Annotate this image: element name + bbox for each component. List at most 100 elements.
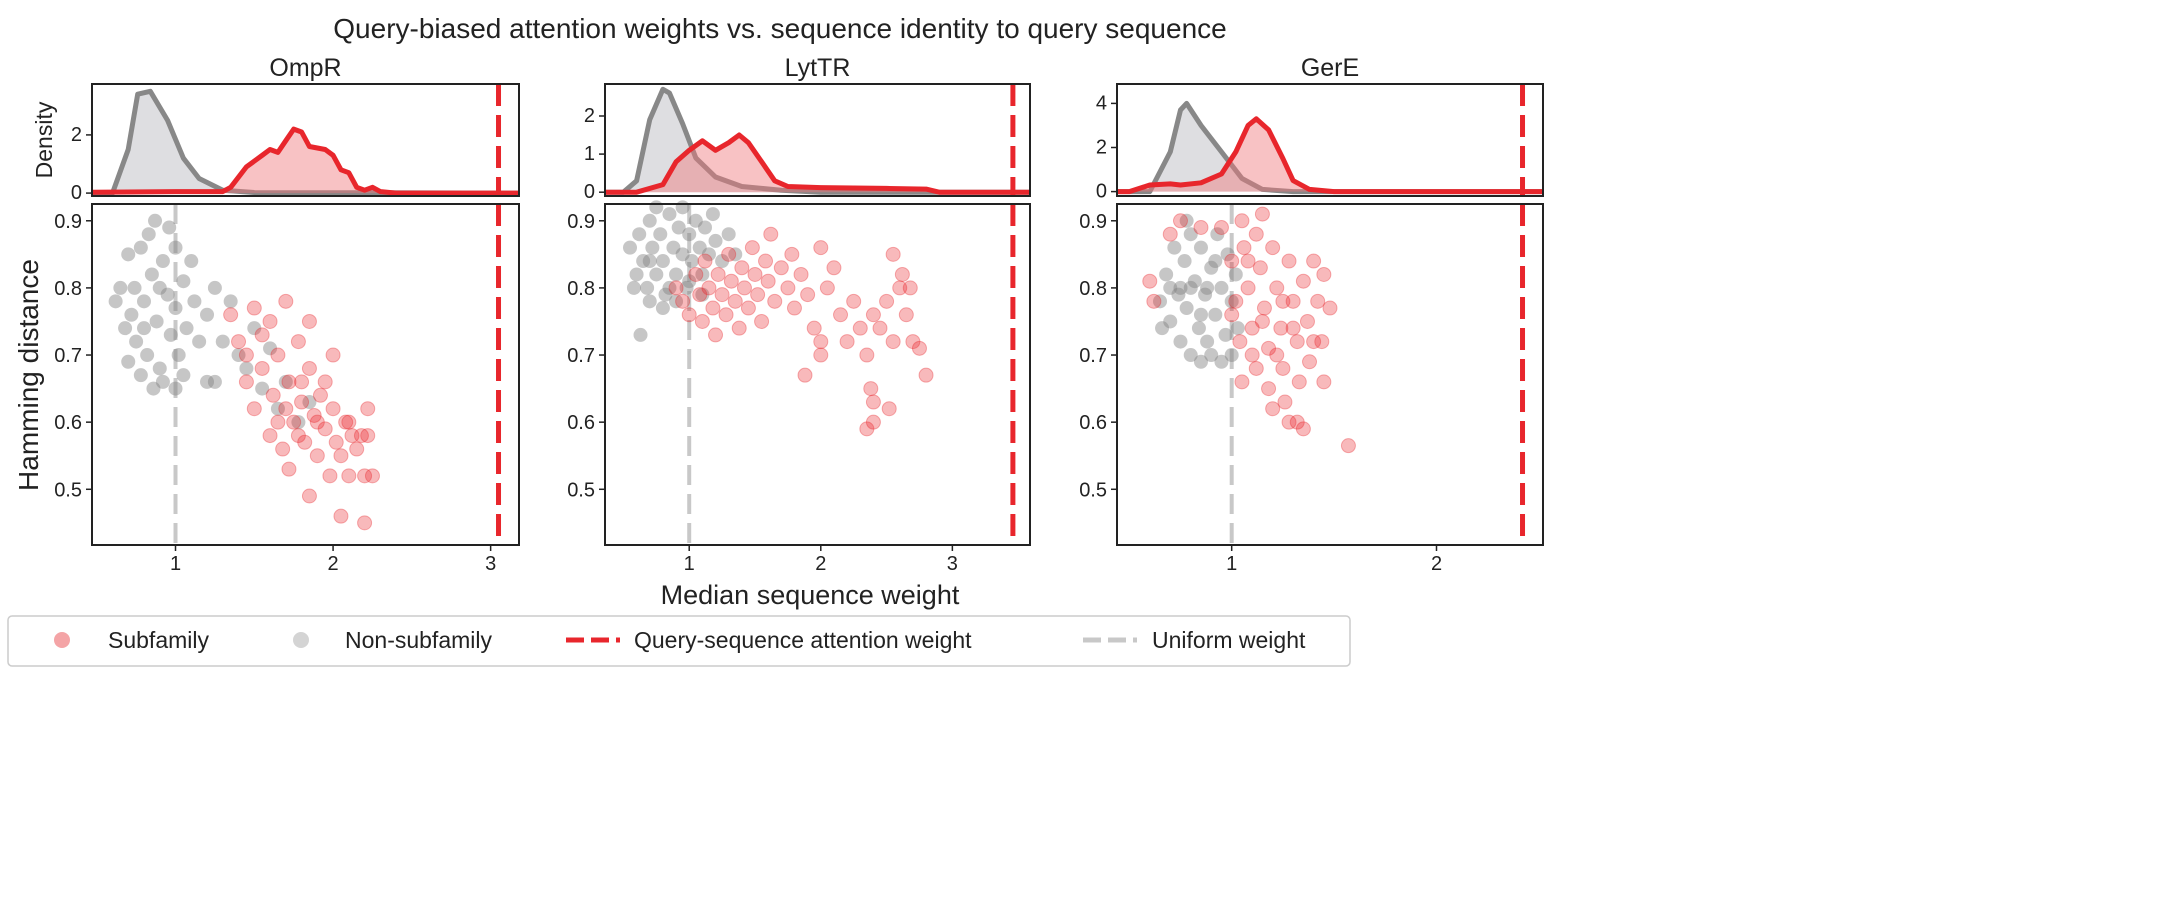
- point-subfamily: [905, 334, 921, 350]
- point-subfamily: [278, 401, 294, 417]
- point-subfamily: [1193, 219, 1209, 235]
- point-subfamily: [723, 273, 739, 289]
- point-subfamily: [262, 313, 278, 329]
- point-non-subfamily: [721, 227, 736, 242]
- point-non-subfamily: [695, 267, 710, 282]
- y-tick-label: 0.8: [1079, 278, 1107, 300]
- point-subfamily: [1248, 226, 1264, 242]
- x-tick-label: 2: [328, 553, 339, 575]
- point-subfamily: [839, 334, 855, 350]
- panel-lyttr: LytTR 0 1 2 0.5 0.6 0.7 0.8 0.9 1 2 3: [567, 54, 1031, 575]
- point-non-subfamily: [146, 381, 161, 396]
- point-non-subfamily: [655, 301, 670, 316]
- point-non-subfamily: [1204, 348, 1219, 363]
- point-subfamily: [1285, 293, 1301, 309]
- point-non-subfamily: [682, 274, 697, 289]
- point-non-subfamily: [192, 334, 207, 349]
- point-subfamily: [879, 293, 895, 309]
- point-non-subfamily: [223, 294, 238, 309]
- y-tick-label: 0.5: [567, 479, 595, 501]
- point-non-subfamily: [160, 287, 175, 302]
- point-non-subfamily: [695, 287, 710, 302]
- density-y-label: Density: [31, 101, 57, 178]
- density-frame: [91, 83, 520, 197]
- point-non-subfamily: [152, 361, 167, 376]
- y-tick-label: 0.7: [54, 345, 82, 367]
- point-non-subfamily: [669, 267, 684, 282]
- panel-title: OmpR: [269, 54, 341, 82]
- point-subfamily: [773, 260, 789, 276]
- point-non-subfamily: [176, 368, 191, 383]
- x-tick-label: 1: [1226, 553, 1237, 575]
- point-subfamily: [668, 280, 684, 296]
- point-subfamily: [797, 367, 813, 383]
- point-subfamily: [294, 374, 310, 390]
- point-subfamily: [736, 280, 752, 296]
- point-subfamily: [1269, 347, 1285, 363]
- point-subfamily: [275, 441, 291, 457]
- point-non-subfamily: [124, 307, 139, 322]
- point-non-subfamily: [1187, 274, 1202, 289]
- point-subfamily: [246, 401, 262, 417]
- point-non-subfamily: [1191, 321, 1206, 336]
- point-subfamily: [911, 340, 927, 356]
- point-subfamily: [1234, 213, 1250, 229]
- point-subfamily: [231, 334, 247, 350]
- point-non-subfamily: [148, 213, 163, 228]
- point-non-subfamily: [1167, 240, 1182, 255]
- point-subfamily: [681, 307, 697, 323]
- point-subfamily: [1285, 320, 1301, 336]
- point-non-subfamily: [1220, 247, 1235, 262]
- point-subfamily: [747, 266, 763, 282]
- point-subfamily: [238, 347, 254, 363]
- point-non-subfamily: [1159, 267, 1174, 282]
- point-non-subfamily: [179, 321, 194, 336]
- point-non-subfamily: [200, 307, 215, 322]
- density-curve-non-subfamily: [92, 88, 519, 196]
- point-subfamily: [1310, 293, 1326, 309]
- point-non-subfamily: [133, 240, 148, 255]
- density-y-tick-label: 0: [584, 181, 595, 203]
- point-subfamily: [322, 468, 338, 484]
- point-non-subfamily: [1198, 287, 1213, 302]
- point-non-subfamily: [1193, 307, 1208, 322]
- point-subfamily: [223, 307, 239, 323]
- point-non-subfamily: [108, 294, 123, 309]
- point-non-subfamily: [682, 227, 697, 242]
- point-subfamily: [784, 246, 800, 262]
- point-non-subfamily: [728, 247, 743, 262]
- scatter-frame: [604, 203, 1031, 546]
- point-subfamily: [727, 293, 743, 309]
- point-subfamily: [317, 421, 333, 437]
- point-non-subfamily: [662, 280, 677, 295]
- point-non-subfamily: [1208, 307, 1223, 322]
- point-subfamily: [1240, 253, 1256, 269]
- point-non-subfamily: [121, 247, 136, 262]
- chart-title: Query-biased attention weights vs. seque…: [333, 13, 1226, 44]
- point-subfamily: [740, 300, 756, 316]
- point-subfamily: [301, 360, 317, 376]
- point-subfamily: [349, 441, 365, 457]
- point-subfamily: [1146, 293, 1162, 309]
- point-non-subfamily: [162, 220, 177, 235]
- point-non-subfamily: [127, 280, 142, 295]
- legend-label-non-subfamily: Non-subfamily: [345, 627, 492, 653]
- point-non-subfamily: [152, 280, 167, 295]
- legend: Subfamily Non-subfamily Query-sequence a…: [7, 615, 1351, 667]
- point-non-subfamily: [1224, 294, 1239, 309]
- point-non-subfamily: [278, 374, 293, 389]
- point-non-subfamily: [671, 220, 686, 235]
- point-subfamily: [1269, 280, 1285, 296]
- scatter-frame: [91, 203, 520, 546]
- point-non-subfamily: [113, 280, 128, 295]
- point-non-subfamily: [163, 327, 178, 342]
- point-non-subfamily: [149, 314, 164, 329]
- density-y-tick-label: 1: [584, 143, 595, 165]
- point-subfamily: [865, 414, 881, 430]
- point-non-subfamily: [270, 401, 285, 416]
- point-non-subfamily: [679, 280, 694, 295]
- x-tick-label: 2: [1431, 553, 1442, 575]
- point-non-subfamily: [1173, 280, 1188, 295]
- point-non-subfamily: [136, 321, 151, 336]
- point-subfamily: [859, 347, 875, 363]
